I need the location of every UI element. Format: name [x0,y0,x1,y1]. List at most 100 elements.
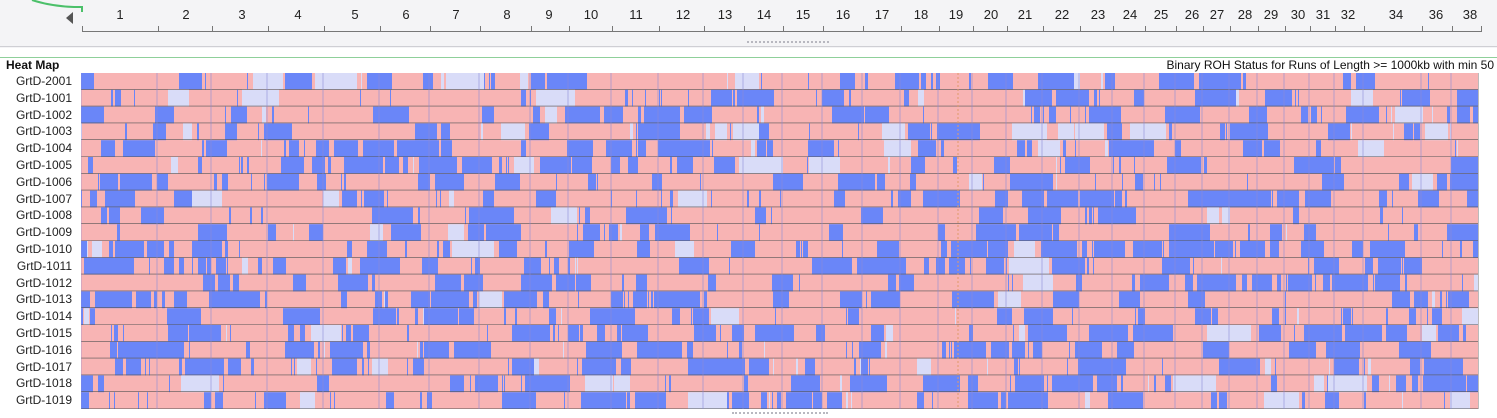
ruler-tick [324,26,325,32]
roh-segment [1009,257,1049,275]
sample-row-label[interactable]: GrtD-1003 [15,124,72,139]
chromosome-label[interactable]: 25 [1153,7,1169,22]
sample-row-label[interactable]: GrtD-1008 [15,208,72,223]
chromosome-label[interactable]: 1 [116,7,124,22]
sample-row-label[interactable]: GrtD-1004 [15,141,72,156]
chromosome-label[interactable]: 19 [948,7,964,22]
roh-segment [888,274,896,292]
panel-resize-handle[interactable] [747,41,829,46]
sample-row-label[interactable]: GrtD-1006 [15,174,72,189]
sample-row-label[interactable]: GrtD-2001 [15,74,72,88]
roh-segment [923,375,960,393]
chromosome-label[interactable]: 9 [545,7,553,22]
roh-segment [1188,291,1205,309]
sample-row-label[interactable]: GrtD-1009 [15,225,72,240]
roh-segment [123,325,124,342]
roh-segment [1212,308,1215,325]
roh-segment [192,257,193,275]
chromosome-label[interactable]: 6 [402,7,410,22]
bottom-resize-handle[interactable] [732,412,828,417]
chromosome-ruler[interactable]: 1 2 3 4 5 6 7 8 9 10 11 12 13 14 15 16 17 18 19 20 21 22 23 24 2… [82,0,1497,34]
chromosome-label[interactable]: 24 [1122,7,1138,22]
sample-row-label[interactable]: GrtD-1018 [15,376,72,391]
roh-segment [850,375,887,393]
sample-row-label[interactable]: GrtD-1011 [16,258,72,273]
sample-row-label[interactable]: GrtD-1002 [15,107,72,122]
chromosome-label[interactable]: 28 [1237,7,1253,22]
chromosome-label[interactable]: 5 [351,7,359,22]
roh-segment [1140,274,1169,292]
chromosome-label[interactable]: 17 [874,7,890,22]
roh-segment [450,375,464,393]
chromosome-label[interactable]: 14 [756,7,772,22]
chromosome-label[interactable]: 32 [1340,7,1356,22]
chromosome-label[interactable]: 38 [1462,7,1478,22]
chromosome-label[interactable]: 21 [1017,7,1033,22]
sample-row-label[interactable]: GrtD-1014 [15,309,72,324]
sample-row-label[interactable]: GrtD-1001 [15,90,72,105]
roh-segment [124,190,135,208]
chromosome-label[interactable]: 8 [503,7,511,22]
chromosome-label[interactable]: 18 [913,7,929,22]
chromosome-label[interactable]: 10 [583,7,599,22]
chromosome-label[interactable]: 23 [1090,7,1106,22]
roh-segment [1133,325,1173,342]
chromosome-label[interactable]: 7 [452,7,460,22]
roh-segment [115,358,123,376]
chromosome-label[interactable]: 26 [1184,7,1200,22]
chromosome-label[interactable]: 22 [1054,7,1070,22]
roh-segment [1364,358,1365,376]
roh-segment [1452,358,1463,376]
sample-row-label[interactable]: GrtD-1012 [15,275,72,290]
chromosome-label[interactable]: 20 [983,7,999,22]
roh-segment [757,106,759,124]
roh-segment [81,291,90,309]
chromosome-label[interactable]: 12 [675,7,691,22]
chromosome-label[interactable]: 30 [1290,7,1306,22]
roh-heatmap[interactable] [81,73,1478,409]
scroll-left-icon[interactable] [66,12,73,24]
roh-segment [846,308,847,325]
chromosome-label[interactable]: 4 [294,7,302,22]
roh-segment [1325,392,1339,409]
chromosome-label[interactable]: 36 [1428,7,1444,22]
sample-row-label[interactable]: GrtD-1010 [15,242,72,256]
chromosome-label[interactable]: 2 [182,7,190,22]
roh-segment [242,257,248,275]
roh-segment [504,375,505,393]
sample-row-label[interactable]: GrtD-1017 [15,359,72,374]
roh-segment [771,207,772,225]
chromosome-label[interactable]: 27 [1209,7,1225,22]
roh-segment [126,241,144,258]
sample-row-label[interactable]: GrtD-1005 [15,158,72,172]
chromosome-label[interactable]: 13 [717,7,733,22]
sample-row-label[interactable]: GrtD-1019 [15,393,72,408]
roh-segment [943,123,980,141]
roh-segment [481,123,483,141]
sample-row-label[interactable]: GrtD-1007 [15,191,72,206]
roh-segment [1294,325,1295,342]
sample-row-label[interactable]: GrtD-1015 [15,326,72,340]
selection-marker[interactable] [30,0,84,14]
roh-segment [1135,173,1143,191]
chromosome-label[interactable]: 29 [1263,7,1279,22]
roh-segment [134,89,135,107]
roh-segment [209,291,248,309]
chromosome-label[interactable]: 34 [1388,7,1404,22]
roh-segment [751,140,755,157]
roh-segment [1328,375,1367,393]
roh-segment [1298,89,1299,107]
roh-segment [264,123,292,141]
roh-segment [228,358,241,376]
chromosome-label[interactable]: 16 [835,7,851,22]
chromosome-label[interactable]: 11 [629,7,643,22]
chromosome-label[interactable]: 31 [1315,7,1331,22]
sample-row-label[interactable]: GrtD-1016 [15,342,72,357]
roh-segment [688,392,727,409]
roh-segment [712,140,713,157]
roh-segment [1391,106,1392,124]
chromosome-label[interactable]: 15 [795,7,811,22]
roh-segment [763,392,767,409]
chromosome-label[interactable]: 3 [238,7,246,22]
sample-row-label[interactable]: GrtD-1013 [15,292,72,307]
